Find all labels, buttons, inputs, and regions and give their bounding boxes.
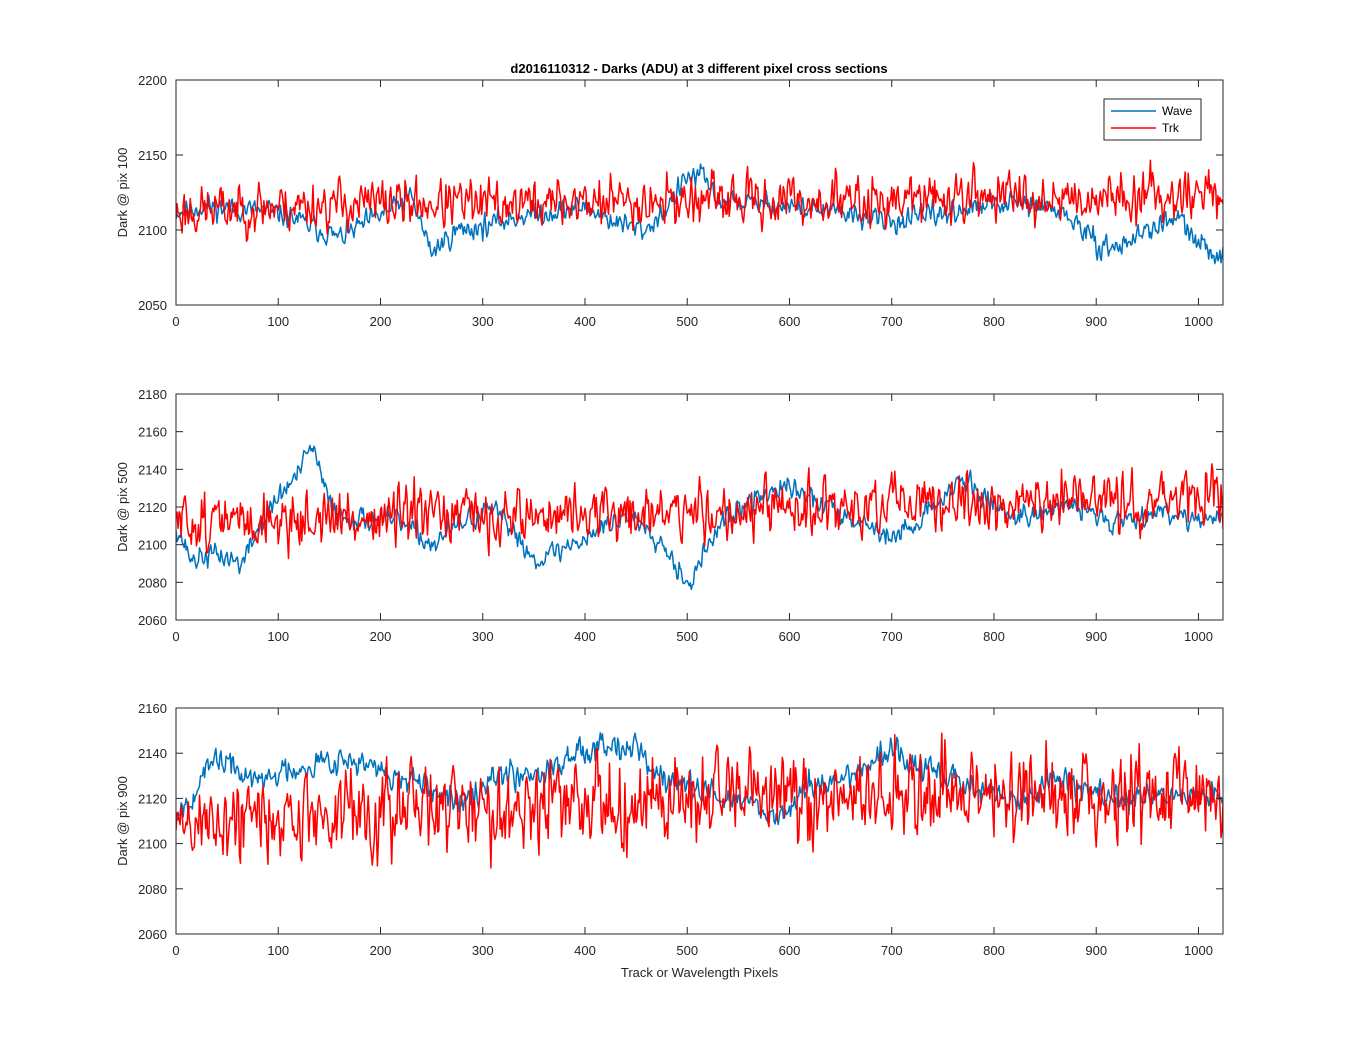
y-tick-label: 2160	[138, 701, 167, 716]
x-tick-label: 1000	[1184, 943, 1213, 958]
legend-label-trk: Trk	[1162, 121, 1180, 135]
subplot-2: 0 100 200 300 400 500 600 700 800 900 1000 2060 2080…	[115, 387, 1224, 644]
x-tick-label: 900	[1085, 314, 1107, 329]
y-tick-label: 2080	[138, 575, 167, 590]
x-tick-label: 200	[370, 629, 392, 644]
y-tick-label: 2180	[138, 387, 167, 402]
series-line-trk	[176, 463, 1223, 560]
series-line-trk	[176, 159, 1223, 243]
x-tick-label: 600	[779, 629, 801, 644]
y-tick-label: 2200	[138, 73, 167, 88]
y-tick-label: 2100	[138, 538, 167, 553]
x-tick-label: 700	[881, 629, 903, 644]
x-tick-label: 200	[370, 314, 392, 329]
y-tick-label: 2120	[138, 500, 167, 515]
y-tick-label: 2160	[138, 425, 167, 440]
subplot-3: 0 100 200 300 400 500 600 700 800 900 1000 2060 2080…	[115, 701, 1224, 980]
y-axis-label: Dark @ pix 100	[115, 148, 130, 238]
x-tick-label: 100	[267, 943, 289, 958]
y-tick-label: 2060	[138, 927, 167, 942]
x-tick-label: 700	[881, 943, 903, 958]
x-tick-label: 300	[472, 943, 494, 958]
axes-box	[175, 707, 1224, 935]
subplots: 0 100 200 300 400 500 600 700 800 900 100020502100…	[115, 73, 1224, 980]
x-tick-label: 1000	[1184, 629, 1213, 644]
y-tick-label: 2150	[138, 148, 167, 163]
x-axis-label: Track or Wavelength Pixels	[621, 965, 779, 980]
x-tick-label: 800	[983, 314, 1005, 329]
x-tick-label: 600	[779, 943, 801, 958]
x-tick-label: 600	[779, 314, 801, 329]
legend: Wave Trk	[1103, 98, 1202, 141]
y-tick-label: 2120	[138, 791, 167, 806]
y-tick-label: 2080	[138, 882, 167, 897]
x-tick-label: 900	[1085, 629, 1107, 644]
x-tick-label: 0	[172, 314, 179, 329]
x-tick-label: 0	[172, 629, 179, 644]
x-tick-label: 100	[267, 314, 289, 329]
x-tick-label: 800	[983, 629, 1005, 644]
y-tick-label: 2140	[138, 746, 167, 761]
x-tick-label: 500	[676, 943, 698, 958]
x-tick-label: 1000	[1184, 314, 1213, 329]
y-tick-label: 2050	[138, 298, 167, 313]
legend-label-wave: Wave	[1162, 104, 1193, 118]
figure-title: d2016110312 - Darks (ADU) at 3 different…	[510, 61, 887, 76]
x-tick-label: 100	[267, 629, 289, 644]
series-line-trk	[176, 732, 1223, 869]
x-tick-label: 200	[370, 943, 392, 958]
y-tick-label: 2100	[138, 837, 167, 852]
x-tick-label: 900	[1085, 943, 1107, 958]
x-tick-label: 700	[881, 314, 903, 329]
y-tick-label: 2100	[138, 223, 167, 238]
x-tick-label: 300	[472, 629, 494, 644]
x-tick-label: 500	[676, 314, 698, 329]
x-tick-label: 800	[983, 943, 1005, 958]
y-axis-label: Dark @ pix 500	[115, 462, 130, 552]
x-tick-label: 300	[472, 314, 494, 329]
x-tick-label: 400	[574, 314, 596, 329]
x-tick-label: 400	[574, 629, 596, 644]
y-tick-label: 2060	[138, 613, 167, 628]
x-tick-label: 0	[172, 943, 179, 958]
y-axis-label: Dark @ pix 900	[115, 776, 130, 866]
axes-box	[175, 79, 1224, 306]
x-tick-label: 400	[574, 943, 596, 958]
subplot-1: 0 100 200 300 400 500 600 700 800 900 1000 2050 2100…	[115, 73, 1224, 329]
legend-box	[1103, 98, 1202, 141]
x-tick-label: 500	[676, 629, 698, 644]
y-tick-label: 2140	[138, 462, 167, 477]
